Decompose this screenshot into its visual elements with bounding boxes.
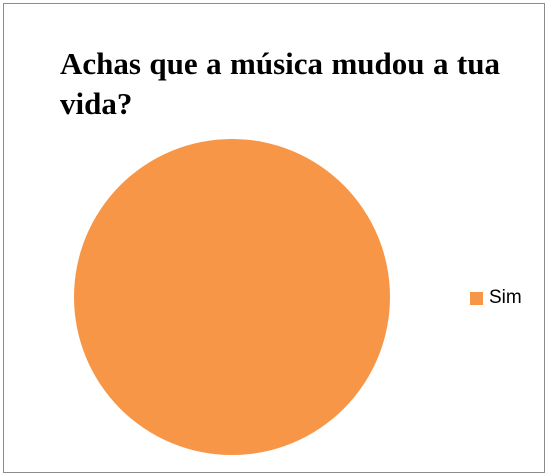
legend: Sim bbox=[470, 287, 522, 309]
legend-label-sim: Sim bbox=[489, 287, 522, 308]
legend-swatch-sim bbox=[470, 291, 483, 305]
pie-slices bbox=[74, 139, 390, 455]
chart-title: Achas que a música mudou a tua vida? bbox=[60, 46, 500, 121]
pie-slice-sim bbox=[74, 139, 390, 455]
